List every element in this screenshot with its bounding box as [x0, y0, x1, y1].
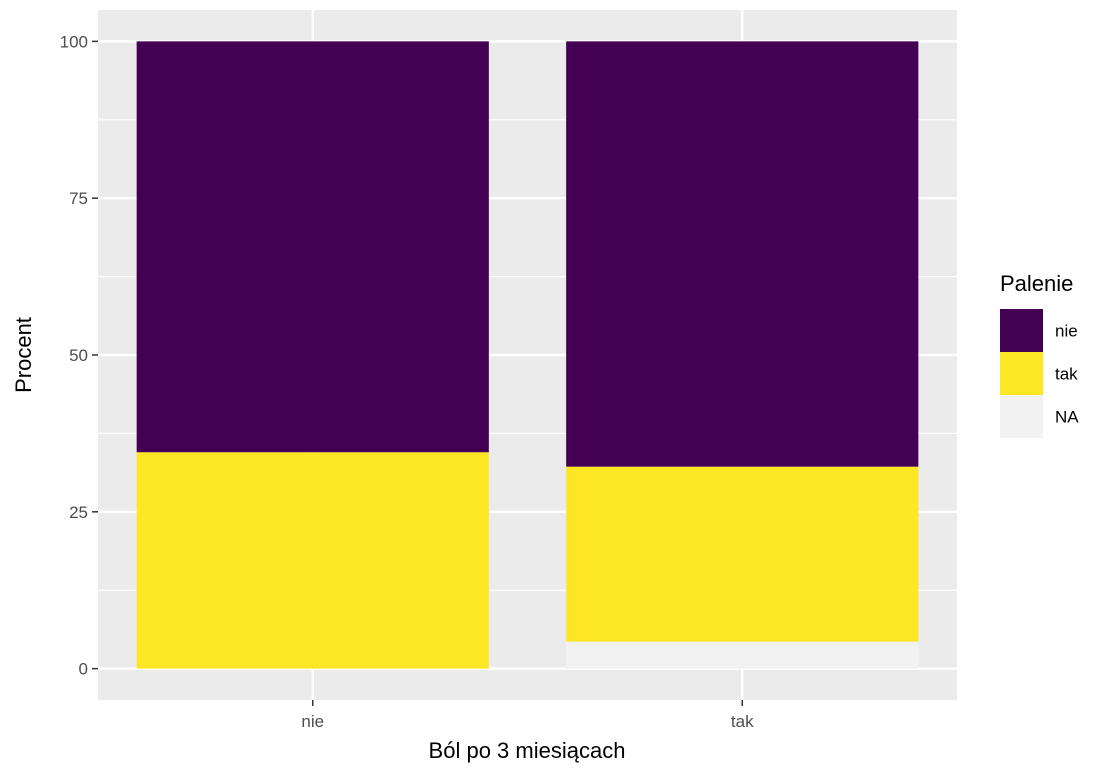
y-axis-title: Procent [11, 317, 36, 393]
bar-segment-tak-NA [566, 641, 919, 669]
bars [136, 41, 919, 669]
legend-label-tak: tak [1055, 365, 1078, 384]
legend-label-nie: nie [1055, 322, 1078, 341]
bar-segment-tak-nie [566, 41, 919, 467]
x-axis: nie tak [301, 700, 754, 731]
x-tick-label: nie [301, 712, 324, 731]
x-tick-label: tak [731, 712, 754, 731]
y-tick-label: 75 [69, 189, 88, 208]
y-axis: 0 25 50 75 100 [60, 32, 98, 679]
legend-key-tak [1000, 352, 1043, 395]
legend-key-NA [1000, 395, 1043, 438]
y-tick-label: 0 [79, 660, 88, 679]
bar-segment-nie-nie [136, 41, 489, 453]
bar-segment-tak-tak [566, 466, 919, 642]
y-tick-label: 25 [69, 503, 88, 522]
y-tick-label: 50 [69, 346, 88, 365]
x-axis-title: Ból po 3 miesiącach [429, 738, 626, 763]
legend-label-NA: NA [1055, 408, 1079, 427]
legend: Palenie nie tak NA [1000, 271, 1079, 438]
legend-key-nie [1000, 309, 1043, 352]
bar-segment-nie-tak [136, 452, 489, 669]
y-tick-label: 100 [60, 32, 88, 51]
legend-title: Palenie [1000, 271, 1073, 296]
